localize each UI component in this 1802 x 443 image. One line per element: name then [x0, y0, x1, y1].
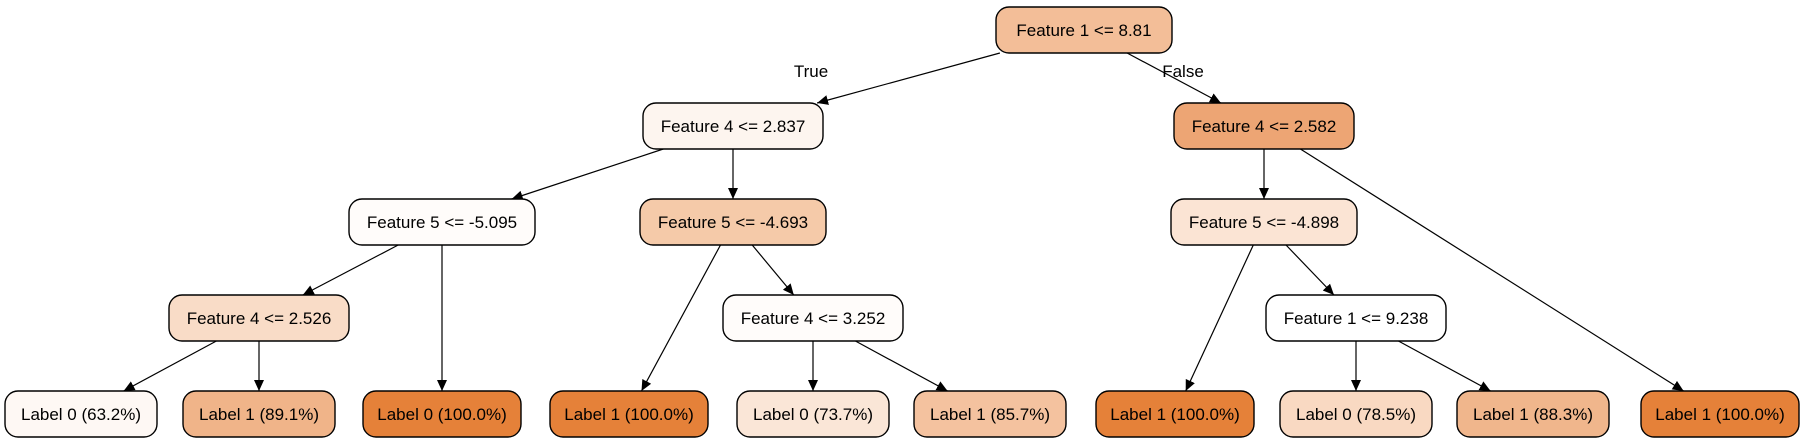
tree-edge — [511, 148, 664, 201]
node-label: Label 1 (85.7%) — [930, 405, 1050, 424]
node-box — [362, 390, 522, 438]
node-label: Feature 4 <= 2.526 — [187, 309, 332, 328]
leaf-node: Label 1 (100.0%) — [549, 390, 709, 438]
split-node: Feature 5 <= -5.095 — [348, 198, 536, 246]
split-node: Feature 1 <= 8.81 — [995, 6, 1173, 54]
node-label: Feature 4 <= 3.252 — [741, 309, 886, 328]
leaf-node: Label 0 (63.2%) — [4, 390, 158, 438]
branch-label-true: True — [794, 62, 828, 81]
node-box — [1170, 198, 1358, 246]
leaf-node: Label 1 (88.3%) — [1456, 390, 1610, 438]
leaf-node: Label 0 (73.7%) — [736, 390, 890, 438]
tree-edge — [123, 340, 217, 392]
node-box — [642, 102, 824, 150]
node-label: Feature 1 <= 9.238 — [1284, 309, 1429, 328]
leaf-node: Label 1 (100.0%) — [1095, 390, 1255, 438]
node-label: Label 0 (73.7%) — [753, 405, 873, 424]
leaf-node: Label 0 (78.5%) — [1279, 390, 1433, 438]
tree-edge — [751, 244, 795, 296]
tree-edge — [1285, 244, 1335, 296]
node-label: Feature 5 <= -5.095 — [367, 213, 517, 232]
node-label: Label 0 (100.0%) — [377, 405, 506, 424]
node-label: Label 0 (78.5%) — [1296, 405, 1416, 424]
node-label: Label 1 (100.0%) — [564, 405, 693, 424]
node-label: Label 1 (100.0%) — [1655, 405, 1784, 424]
node-box — [1279, 390, 1433, 438]
split-node: Feature 4 <= 2.582 — [1173, 102, 1355, 150]
edges-layer — [123, 52, 1684, 392]
node-box — [4, 390, 158, 438]
node-label: Feature 4 <= 2.837 — [661, 117, 806, 136]
nodes-layer: Feature 1 <= 8.81 Feature 4 <= 2.837 Featu… — [4, 6, 1800, 438]
tree-edge — [855, 340, 948, 392]
node-label: Label 1 (88.3%) — [1473, 405, 1593, 424]
leaf-node: Label 0 (100.0%) — [362, 390, 522, 438]
node-label: Feature 1 <= 8.81 — [1016, 21, 1151, 40]
node-box — [348, 198, 536, 246]
node-box — [1173, 102, 1355, 150]
tree-edge — [1300, 148, 1684, 392]
node-box — [736, 390, 890, 438]
tree-edge — [1185, 244, 1254, 392]
leaf-node: Label 1 (100.0%) — [1640, 390, 1800, 438]
tree-edge — [1398, 340, 1491, 392]
split-node: Feature 5 <= -4.693 — [639, 198, 827, 246]
node-box — [639, 198, 827, 246]
node-label: Label 1 (100.0%) — [1110, 405, 1239, 424]
node-label: Label 0 (63.2%) — [21, 405, 141, 424]
split-node: Feature 4 <= 2.837 — [642, 102, 824, 150]
split-node: Feature 4 <= 3.252 — [722, 294, 904, 342]
node-box — [1095, 390, 1255, 438]
branch-label-false: False — [1162, 62, 1204, 81]
node-label: Label 1 (89.1%) — [199, 405, 319, 424]
node-box — [168, 294, 350, 342]
node-label: Feature 5 <= -4.693 — [658, 213, 808, 232]
split-node: Feature 4 <= 2.526 — [168, 294, 350, 342]
split-node: Feature 5 <= -4.898 — [1170, 198, 1358, 246]
node-box — [1640, 390, 1800, 438]
tree-edge — [816, 52, 1001, 105]
edge-labels-layer: True False — [794, 62, 1204, 81]
split-node: Feature 1 <= 9.238 — [1265, 294, 1447, 342]
node-label: Feature 4 <= 2.582 — [1192, 117, 1337, 136]
leaf-node: Label 1 (89.1%) — [182, 390, 336, 438]
node-box — [1265, 294, 1447, 342]
node-box — [722, 294, 904, 342]
node-label: Feature 5 <= -4.898 — [1189, 213, 1339, 232]
leaf-node: Label 1 (85.7%) — [913, 390, 1067, 438]
node-box — [182, 390, 336, 438]
tree-edge — [302, 244, 399, 296]
node-box — [549, 390, 709, 438]
node-box — [913, 390, 1067, 438]
node-box — [995, 6, 1173, 54]
node-box — [1456, 390, 1610, 438]
tree-edge — [640, 244, 722, 392]
tree-edge — [1126, 52, 1222, 104]
